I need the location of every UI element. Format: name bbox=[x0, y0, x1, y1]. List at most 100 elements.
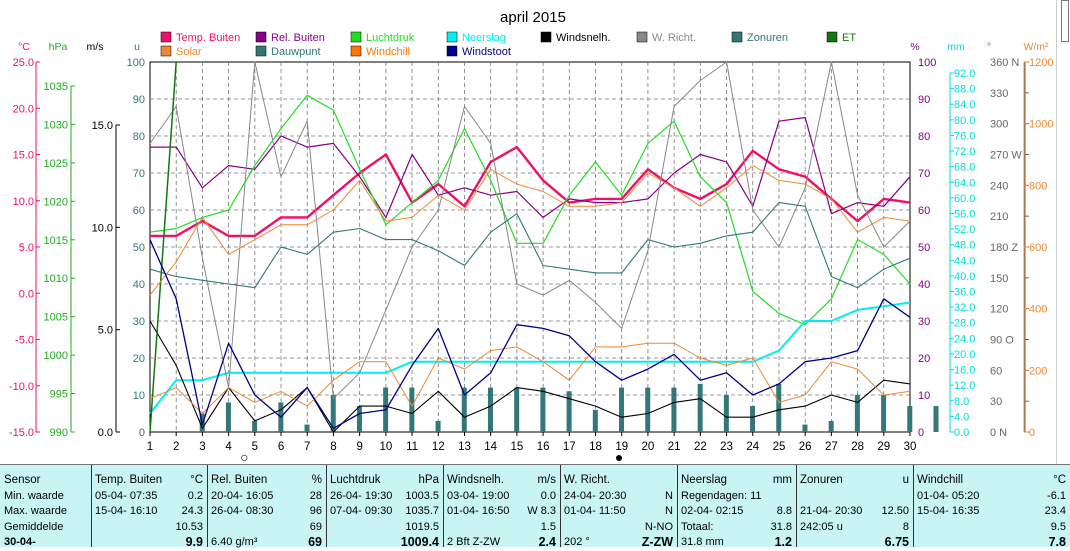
series-line-dauwpunt bbox=[149, 165, 911, 296]
stats-cell-value: W 8.3 bbox=[527, 505, 556, 517]
stats-column: Temp. Buiten °C 05-04- 07:35 0.2 15-04- 16:1… bbox=[91, 465, 208, 549]
legend-label: Temp. Buiten bbox=[176, 32, 240, 44]
bar-sun-hours bbox=[592, 409, 598, 432]
x-tick-label: 3 bbox=[199, 441, 205, 453]
stats-column: Neerslag mm Regendagen: 11 02-04- 02:15 8.8 T… bbox=[677, 465, 797, 549]
scrollbar-thumb[interactable] bbox=[1061, 0, 1069, 42]
axis-tick-label: 0 bbox=[139, 427, 145, 439]
grid bbox=[149, 61, 911, 433]
x-tick-label: 12 bbox=[432, 441, 445, 453]
stats-column-unit: °C bbox=[190, 474, 203, 486]
bar-sun-hours bbox=[828, 420, 834, 432]
stats-cell-value: Z-ZW bbox=[641, 535, 673, 549]
stats-cell-label: Totaal: bbox=[681, 520, 714, 533]
stats-column-unit: °C bbox=[1053, 474, 1066, 486]
axis-tick-label: 0 bbox=[1029, 427, 1035, 439]
axis-tick-label: 56.0 bbox=[954, 208, 975, 220]
legend-swatch bbox=[255, 45, 267, 57]
series-line-rel-buiten bbox=[150, 116, 911, 218]
x-tick-label: 29 bbox=[877, 441, 890, 453]
bar-sun-hours bbox=[252, 420, 258, 432]
series-line-w-richt- bbox=[149, 61, 911, 400]
axis-tick-label: 1035 bbox=[44, 81, 68, 93]
axis-tick-label: 1015 bbox=[44, 235, 68, 247]
stats-column-header: Windsnelh. bbox=[447, 474, 504, 486]
legend-label: Windstoot bbox=[462, 46, 511, 58]
axis-tick-label: 20 bbox=[133, 353, 145, 365]
axis-tick-label: 20.0 bbox=[954, 349, 975, 361]
stats-cell-value: 9.5 bbox=[1050, 520, 1066, 533]
x-tick-label: 24 bbox=[746, 441, 759, 453]
bar-sun-hours bbox=[487, 387, 493, 432]
stats-cell-value: 2.4 bbox=[538, 535, 556, 549]
stats-column: W. Richt. 24-04- 20:30 N 01-04- 11:50 N N-NO 2… bbox=[560, 465, 678, 549]
axis-tick-label: 92.0 bbox=[954, 68, 975, 80]
series-line-et bbox=[149, 61, 177, 433]
bar-sun-hours bbox=[461, 387, 467, 432]
x-tick-label: 21 bbox=[668, 441, 681, 453]
vertical-scrollbar[interactable] bbox=[1056, 0, 1070, 464]
bar-sun-hours bbox=[881, 395, 887, 432]
x-tick-label: 28 bbox=[851, 441, 864, 453]
legend-label: Luchtdruk bbox=[366, 32, 415, 44]
axis-tick-label: 100 bbox=[127, 57, 145, 69]
x-tick-label: 4 bbox=[225, 441, 232, 453]
axis-tick-label: 70 bbox=[918, 168, 930, 180]
axis-tick-label: 60 bbox=[918, 205, 930, 217]
stats-cell-label: 05-04- 07:35 bbox=[95, 489, 158, 502]
stats-cell-value: 10.53 bbox=[175, 520, 203, 533]
axis-unit: u bbox=[134, 41, 140, 53]
x-tick-label: 15 bbox=[510, 441, 523, 453]
bar-sun-hours bbox=[776, 383, 782, 432]
moon-phase-marker: ○ bbox=[240, 449, 248, 464]
stats-cell-value: 96 bbox=[309, 505, 322, 517]
axis-tick-label: 400 bbox=[1029, 304, 1047, 316]
axis-tick-label: 64.0 bbox=[954, 177, 975, 189]
x-tick-label: 19 bbox=[615, 441, 628, 453]
axis-tick-label: 15.0 bbox=[92, 120, 113, 132]
stats-cell-value: N bbox=[665, 489, 673, 502]
axis-tick-label: 40 bbox=[133, 279, 145, 291]
axis-tick-label: 200 bbox=[1029, 365, 1047, 377]
axis-tick-label: 20 bbox=[918, 353, 930, 365]
legend-label: Windsnelh. bbox=[556, 32, 610, 44]
bar-sun-hours bbox=[566, 391, 572, 432]
stats-column-header: W. Richt. bbox=[564, 474, 611, 486]
axis-tick-label: 0.0 bbox=[954, 427, 969, 439]
stats-cell-label: 20-04- 16:05 bbox=[211, 489, 274, 502]
x-tick-label: 8 bbox=[330, 441, 336, 453]
axis-unit: mm bbox=[947, 41, 965, 53]
axis-tick-label: 88.0 bbox=[954, 84, 975, 96]
axis-tick-label: 270 W bbox=[990, 150, 1022, 162]
axes: °C25.020.015.010.05.00.0-5.0-10.0-15.0hP… bbox=[9, 41, 1054, 453]
axis-tick-label: 5.0 bbox=[19, 242, 34, 254]
bar-sun-hours bbox=[409, 387, 415, 432]
stats-cell-label: Regendagen: 11 bbox=[681, 489, 762, 502]
bar-sun-hours bbox=[854, 395, 860, 432]
axis-tick-label: 120 bbox=[990, 304, 1008, 316]
stats-column-header: Neerslag bbox=[681, 474, 728, 486]
axis-tick-label: 1020 bbox=[44, 196, 68, 208]
bar-sun-hours bbox=[750, 406, 756, 432]
stats-column: Windchill °C 01-04- 05:20 -6.1 15-04- 16:35 2… bbox=[913, 465, 1070, 549]
stats-cell-label: 24-04- 20:30 bbox=[564, 489, 627, 502]
axis-tick-label: 90 bbox=[918, 94, 930, 106]
x-tick-label: 27 bbox=[825, 441, 838, 453]
axis-tick-label: 300 bbox=[990, 119, 1008, 131]
bar-sun-hours bbox=[671, 387, 677, 432]
stats-column-unit: hPa bbox=[418, 474, 439, 486]
axis-tick-label: 4.0 bbox=[954, 411, 969, 423]
bar-sun-hours bbox=[802, 424, 808, 432]
stats-cell-value: 1035.7 bbox=[405, 505, 439, 517]
series-line-temp-buiten bbox=[150, 145, 911, 238]
axis-tick-label: 990 bbox=[50, 427, 68, 439]
stats-cell-value: N bbox=[665, 505, 673, 517]
axis-tick-label: 60 bbox=[990, 365, 1002, 377]
axis-unit: m/s bbox=[87, 41, 104, 53]
stats-row-label: Min. waarde bbox=[4, 489, 64, 502]
axis-tick-label: 52.0 bbox=[954, 224, 975, 236]
axis-tick-label: 84.0 bbox=[954, 99, 975, 111]
axis-tick-label: 210 bbox=[990, 211, 1008, 223]
stats-cell-value: 8.8 bbox=[776, 505, 792, 517]
bar-sun-hours bbox=[514, 387, 520, 432]
